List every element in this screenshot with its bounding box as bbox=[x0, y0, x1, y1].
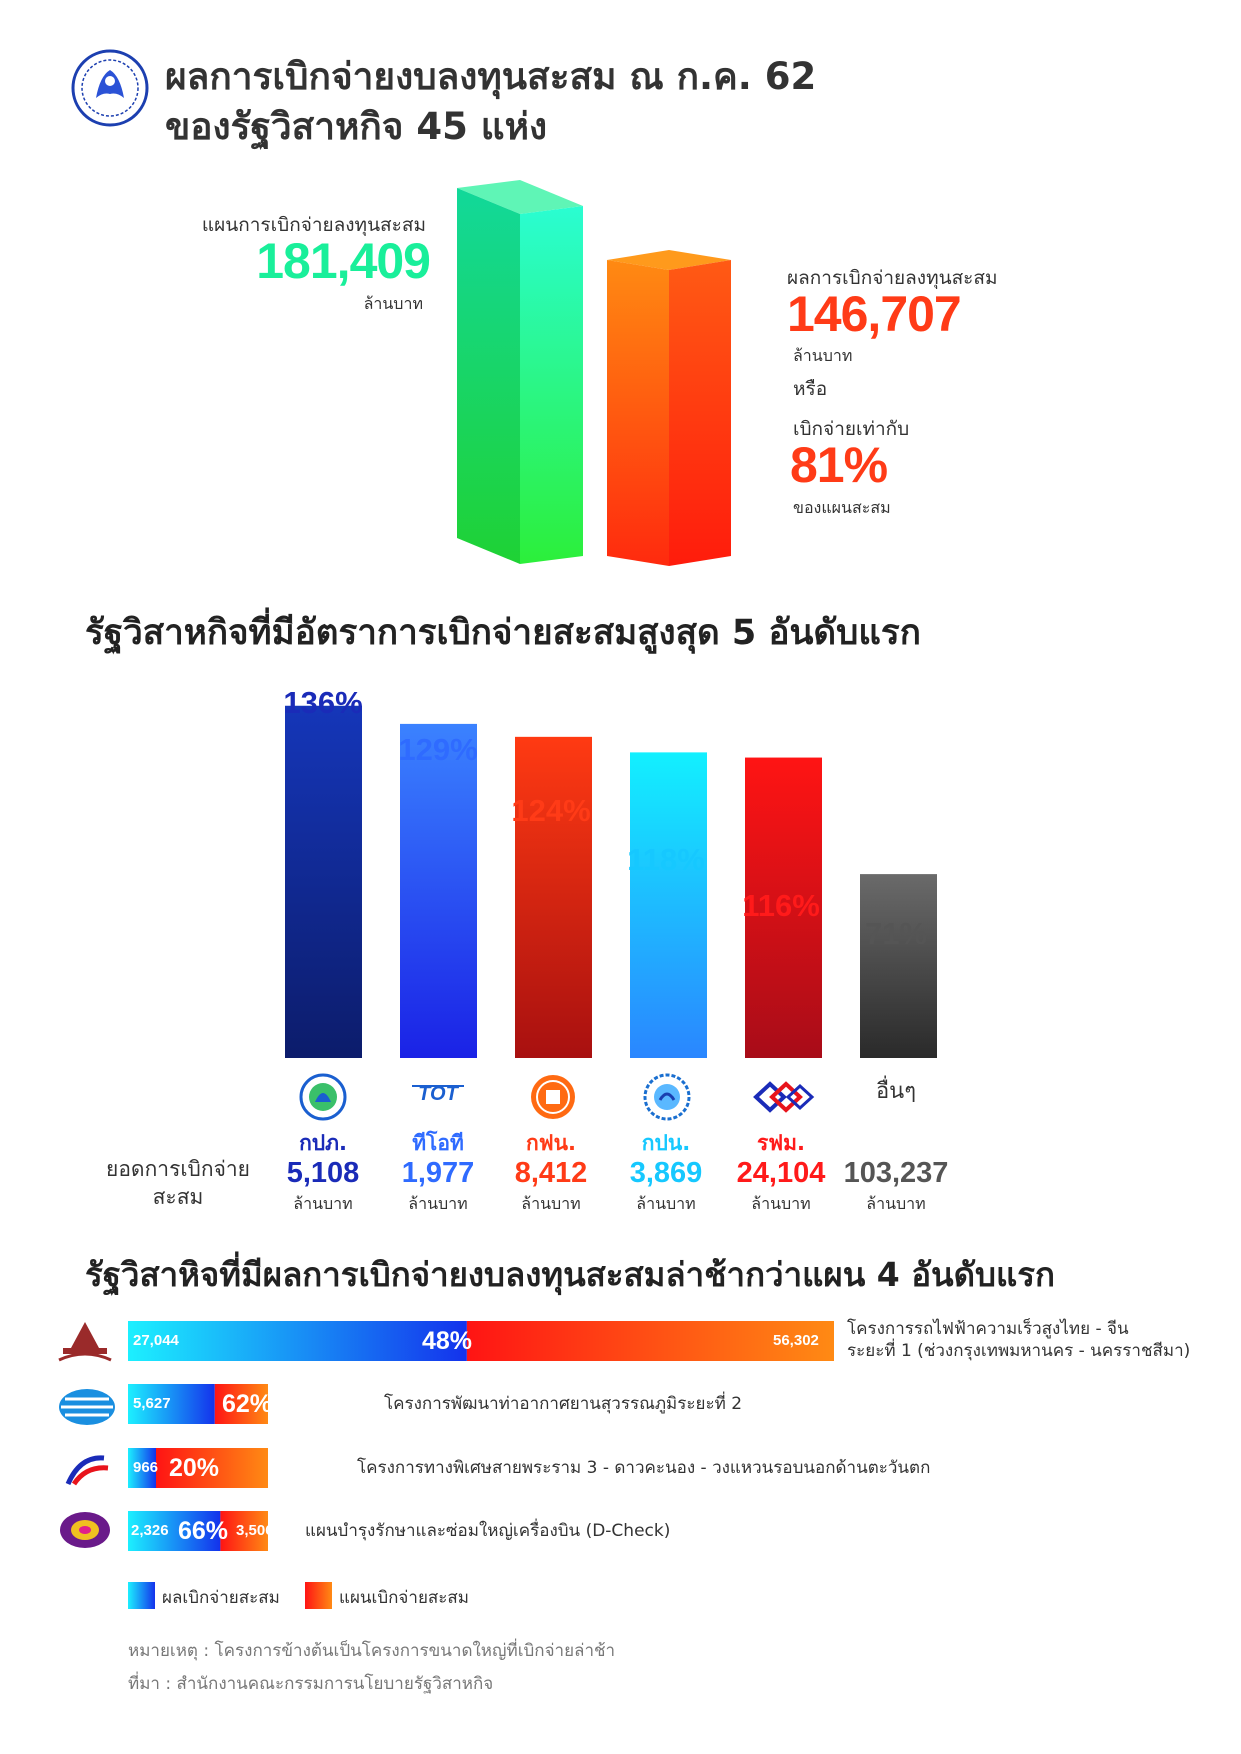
bar-3 bbox=[630, 752, 707, 1058]
pct-badge-1: 62% bbox=[222, 1390, 273, 1418]
amount-row-label: ยอดการเบิกจ่าย สะสม bbox=[106, 1157, 250, 1209]
bar-0 bbox=[285, 705, 362, 1058]
svg-text:TOT: TOT bbox=[418, 1083, 459, 1105]
plan-value: 181,409 bbox=[256, 233, 431, 289]
exat-logo-icon bbox=[65, 1455, 109, 1486]
amount-5: 103,237 bbox=[843, 1157, 949, 1189]
amount-3: 3,869 bbox=[629, 1157, 703, 1189]
actual-label-0: 27,044 bbox=[133, 1332, 179, 1349]
org-abbr-1: ทีโอที bbox=[412, 1131, 464, 1155]
plan-label-1: 9,084 bbox=[320, 1395, 358, 1412]
actual-label-2: 966 bbox=[133, 1459, 159, 1476]
amount-unit-1: ล้านบาท bbox=[408, 1194, 468, 1213]
pct-label-3: 118% bbox=[627, 842, 705, 877]
amount-0: 5,108 bbox=[286, 1157, 360, 1189]
amount-unit-2: ล้านบาท bbox=[521, 1194, 581, 1213]
project-name-0-line-2: ระยะที่ 1 (ช่วงกรุงเทพมหานคร - นครราชสีม… bbox=[847, 1341, 1191, 1361]
plan-label-2: 4,749 bbox=[288, 1459, 326, 1476]
ratio-value: 81% bbox=[790, 437, 888, 493]
aot-logo-icon bbox=[59, 1389, 115, 1425]
pct-label-0: 136% bbox=[283, 685, 363, 720]
srt-logo-icon bbox=[58, 1322, 112, 1362]
plan-label-0: 56,302 bbox=[773, 1332, 819, 1349]
actual-value: 146,707 bbox=[787, 286, 962, 342]
bar-2 bbox=[515, 736, 592, 1058]
ratio-unit: ของแผนสะสม bbox=[793, 498, 891, 517]
sepo-logo-icon bbox=[71, 49, 149, 127]
amount-2: 8,412 bbox=[514, 1157, 588, 1189]
mwa-logo-icon bbox=[643, 1073, 691, 1121]
pct-label-1: 129% bbox=[398, 732, 478, 767]
pct-badge-0: 48% bbox=[422, 1327, 473, 1355]
legend-swatch-plan bbox=[305, 1582, 332, 1609]
plan-unit: ล้านบาท bbox=[363, 294, 423, 313]
project-name-0-line-1: โครงการรถไฟฟ้าความเร็วสูงไทย - จีน bbox=[847, 1319, 1129, 1339]
bar-5 bbox=[860, 874, 937, 1058]
delayed-title: รัฐวิสาหิจที่มีผลการเบิกจ่ายงบลงทุนสะสมล… bbox=[85, 1255, 1055, 1294]
project-name-1: โครงการพัฒนาท่าอากาศยานสุวรรณภูมิระยะที่… bbox=[384, 1394, 743, 1414]
amount-1: 1,977 bbox=[401, 1157, 475, 1189]
mea-logo-icon bbox=[531, 1075, 575, 1119]
ratio-label: เบิกจ่ายเท่ากับ bbox=[793, 418, 910, 440]
bar-1 bbox=[400, 723, 477, 1058]
amount-unit-5: ล้านบาท bbox=[866, 1194, 926, 1213]
legend-label-actual: ผลเบิกจ่ายสะสม bbox=[162, 1588, 280, 1608]
project-name-3: แผนบำรุงรักษาและซ่อมใหญ่เครื่องบิน (D-Ch… bbox=[305, 1521, 671, 1541]
org-abbr-2: กฟน. bbox=[526, 1131, 576, 1155]
title-line-1: ผลการเบิกจ่ายงบลงทุนสะสม ณ ก.ค. 62 bbox=[165, 55, 817, 98]
remark-note: หมายเหตุ : โครงการข้างต้นเป็นโครงการขนาด… bbox=[128, 1641, 616, 1661]
amount-unit-0: ล้านบาท bbox=[293, 1194, 353, 1213]
others-label: อื่นๆ bbox=[875, 1079, 917, 1104]
or-label: หรือ bbox=[793, 378, 828, 400]
pct-badge-3: 66% bbox=[178, 1517, 229, 1545]
org-abbr-3: กปน. bbox=[641, 1131, 691, 1155]
mrta-logo-icon bbox=[753, 1081, 815, 1113]
pct-label-4: 116% bbox=[742, 888, 820, 923]
project-name-2: โครงการทางพิเศษสายพระราม 3 - ดาวคะนอง - … bbox=[357, 1458, 931, 1478]
pwa-logo-icon bbox=[299, 1073, 347, 1121]
org-abbr-0: กปภ. bbox=[299, 1131, 347, 1155]
legend-swatch-actual bbox=[128, 1582, 155, 1609]
org-abbr-4: รฟม. bbox=[757, 1131, 805, 1155]
actual-unit: ล้านบาท bbox=[793, 346, 853, 365]
pct-badge-2: 20% bbox=[169, 1454, 220, 1482]
page-title: ผลการเบิกจ่ายงบลงทุนสะสม ณ ก.ค. 62 ของรั… bbox=[165, 52, 816, 152]
actual-label-1: 5,627 bbox=[133, 1395, 171, 1412]
pct-label-2: 124% bbox=[511, 793, 591, 828]
project-name-0: โครงการรถไฟฟ้าความเร็วสูงไทย - จีน ระยะท… bbox=[847, 1318, 1190, 1362]
actual-label: ผลการเบิกจ่ายลงทุนสะสม bbox=[787, 267, 998, 289]
legend-label-plan: แผนเบิกจ่ายสะสม bbox=[339, 1588, 469, 1608]
amount-unit-3: ล้านบาท bbox=[636, 1194, 696, 1213]
amount-4: 24,104 bbox=[736, 1157, 826, 1189]
plan-label: แผนการเบิกจ่ายลงทุนสะสม bbox=[201, 214, 426, 236]
plan-label-3: 3,506 bbox=[236, 1522, 274, 1539]
summary-3d-bars bbox=[457, 180, 731, 566]
plan-3d-bar bbox=[457, 180, 583, 564]
thai-airways-logo-icon bbox=[60, 1512, 110, 1548]
source-note: ที่มา : สำนักงานคณะกรรมการนโยบายรัฐวิสาห… bbox=[128, 1674, 494, 1694]
pct-label-5: 71% bbox=[864, 916, 928, 951]
amount-unit-4: ล้านบาท bbox=[751, 1194, 811, 1213]
actual-label-3: 2,326 bbox=[131, 1522, 169, 1539]
title-line-2: ของรัฐวิสาหกิจ 45 แห่ง bbox=[165, 105, 548, 148]
top5-title: รัฐวิสาหกิจที่มีอัตราการเบิกจ่ายสะสมสูงส… bbox=[85, 613, 921, 653]
tot-logo-icon: TOT bbox=[412, 1083, 464, 1105]
actual-3d-bar bbox=[607, 250, 731, 566]
